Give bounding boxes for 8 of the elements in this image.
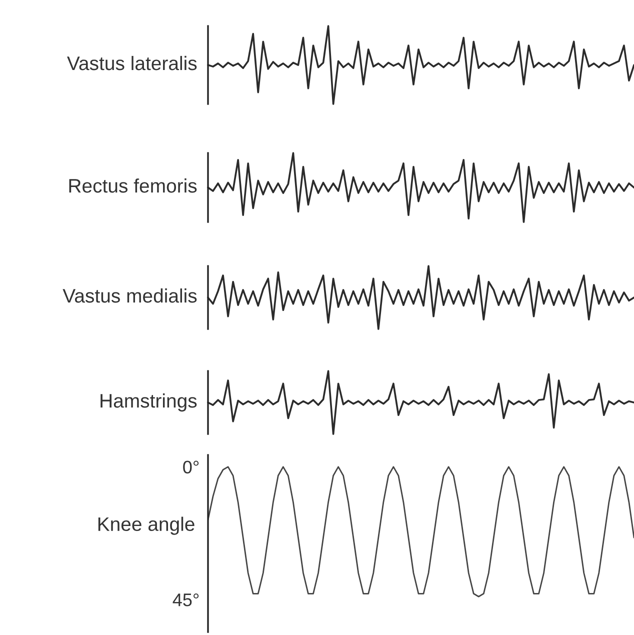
y-axis-title: Knee angle (98, 516, 194, 535)
line-series (208, 466, 634, 598)
y-axis-title: Vastus medialis (62, 288, 197, 303)
y-axis-title: Hamstrings (100, 393, 197, 412)
y-axis-title: Vastus lateralis (67, 56, 197, 70)
y-axis-title: Rectus femoris (69, 178, 197, 193)
y-tick-label: 0° (183, 460, 199, 474)
y-tick-label: 45° (172, 593, 199, 606)
